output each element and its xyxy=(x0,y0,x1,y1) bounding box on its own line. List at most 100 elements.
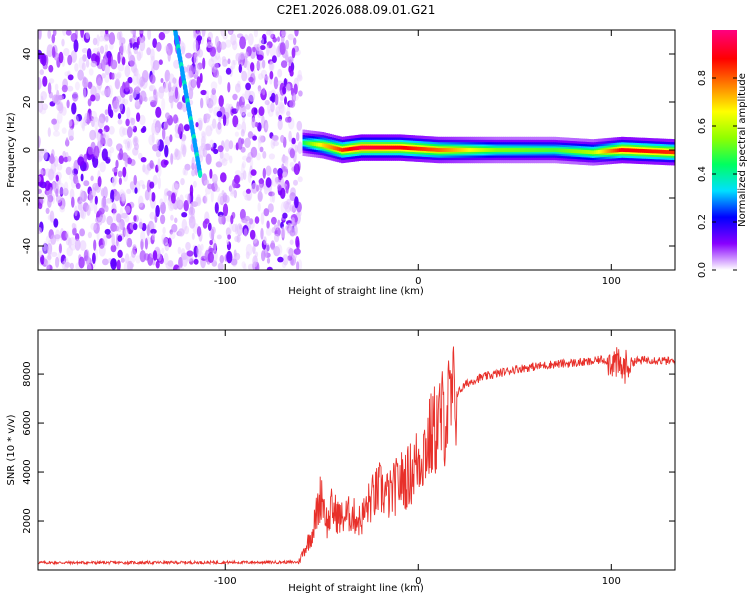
noise-blob xyxy=(263,236,267,246)
noise-blob xyxy=(243,263,247,270)
noise-blob xyxy=(125,232,129,244)
noise-blob xyxy=(280,134,285,143)
noise-blob xyxy=(227,58,231,65)
noise-blob xyxy=(100,30,106,38)
noise-blob xyxy=(274,233,280,243)
tone-cell xyxy=(516,148,520,152)
noise-blob xyxy=(59,186,64,197)
x-tick-label: -100 xyxy=(214,276,237,287)
snr-frame xyxy=(37,329,676,571)
noise-blob xyxy=(91,53,98,64)
noise-blob xyxy=(157,176,161,190)
noise-blob xyxy=(293,248,301,255)
noise-blob xyxy=(267,203,274,213)
noise-blob xyxy=(180,178,185,186)
noise-blob xyxy=(73,39,79,53)
noise-blob xyxy=(208,247,215,254)
tone-cell xyxy=(655,149,659,154)
tone-cell xyxy=(630,148,634,153)
tone-cell xyxy=(478,148,481,152)
tone-cell xyxy=(653,149,657,154)
tone-cell xyxy=(547,148,551,152)
noise-blob xyxy=(123,98,129,106)
noise-blob xyxy=(128,51,133,62)
noise-blob xyxy=(139,30,144,34)
noise-blob xyxy=(191,78,197,88)
tone-cell xyxy=(497,148,500,152)
noise-blob xyxy=(57,111,63,124)
noise-blob xyxy=(55,188,59,198)
noise-blob xyxy=(280,201,287,215)
noise-blob xyxy=(87,98,92,107)
tone-cell xyxy=(474,148,477,152)
noise-blob xyxy=(215,161,223,168)
noise-blob xyxy=(195,122,199,128)
noise-blob xyxy=(185,241,191,251)
tone-cell xyxy=(520,148,524,152)
noise-blob xyxy=(207,222,212,231)
tone-cell xyxy=(449,148,452,152)
noise-blob xyxy=(133,215,137,222)
noise-blob xyxy=(100,188,105,197)
noise-blob xyxy=(38,136,41,149)
noise-blob xyxy=(52,30,57,37)
noise-blob xyxy=(190,202,194,215)
noise-blob xyxy=(122,227,126,238)
noise-blob xyxy=(269,70,274,80)
noise-blob xyxy=(136,73,141,85)
tone-cell xyxy=(400,145,404,150)
noise-blob xyxy=(148,190,153,202)
noise-blob xyxy=(258,37,265,46)
noise-blob xyxy=(293,83,298,95)
noise-blob xyxy=(71,196,75,208)
noise-blob xyxy=(108,32,116,45)
noise-blob xyxy=(116,71,122,79)
noise-blob xyxy=(140,157,147,163)
noise-blob xyxy=(101,58,107,70)
noise-blob xyxy=(229,155,233,164)
noise-blob xyxy=(191,169,196,177)
noise-blob xyxy=(64,262,71,268)
noise-blob xyxy=(248,76,254,83)
noise-blob xyxy=(41,103,48,111)
noise-blob xyxy=(159,198,164,205)
noise-blob xyxy=(48,155,56,164)
noise-blob xyxy=(158,86,165,99)
noise-blob xyxy=(265,30,272,36)
noise-blob xyxy=(262,167,266,179)
noise-blob xyxy=(214,180,218,188)
noise-blob xyxy=(125,118,130,127)
tone-cell xyxy=(578,149,581,154)
noise-blob xyxy=(47,197,52,208)
noise-blob xyxy=(155,205,160,217)
tone-cell xyxy=(375,145,379,150)
noise-blob xyxy=(281,30,287,37)
noise-blob xyxy=(111,72,115,80)
noise-blob xyxy=(164,73,169,83)
noise-blob xyxy=(47,127,51,138)
chart-title: C2E1.2026.088.09.01.G21 xyxy=(277,3,436,17)
tone-cell xyxy=(456,148,460,152)
noise-blob xyxy=(265,165,272,177)
noise-blob xyxy=(39,181,47,189)
x-tick-label: 0 xyxy=(415,276,421,287)
noise-blob xyxy=(122,166,127,178)
noise-blob xyxy=(86,204,91,216)
noise-blob xyxy=(282,254,289,266)
tone-cell xyxy=(308,141,311,146)
noise-blob xyxy=(65,30,72,36)
noise-blob xyxy=(93,239,97,251)
noise-blob xyxy=(284,96,287,105)
tone-cell xyxy=(341,148,344,152)
noise-blob xyxy=(87,263,92,270)
noise-blob xyxy=(139,79,144,88)
tone-cell xyxy=(354,146,358,151)
noise-blob xyxy=(173,264,180,270)
noise-blob xyxy=(120,212,128,219)
tone-cell xyxy=(483,148,487,152)
noise-blob xyxy=(236,106,240,113)
noise-blob xyxy=(297,69,302,80)
noise-blob xyxy=(171,192,176,204)
snr-ylabel: SNR (10 * v/v) xyxy=(6,414,17,485)
noise-blob xyxy=(264,75,269,81)
